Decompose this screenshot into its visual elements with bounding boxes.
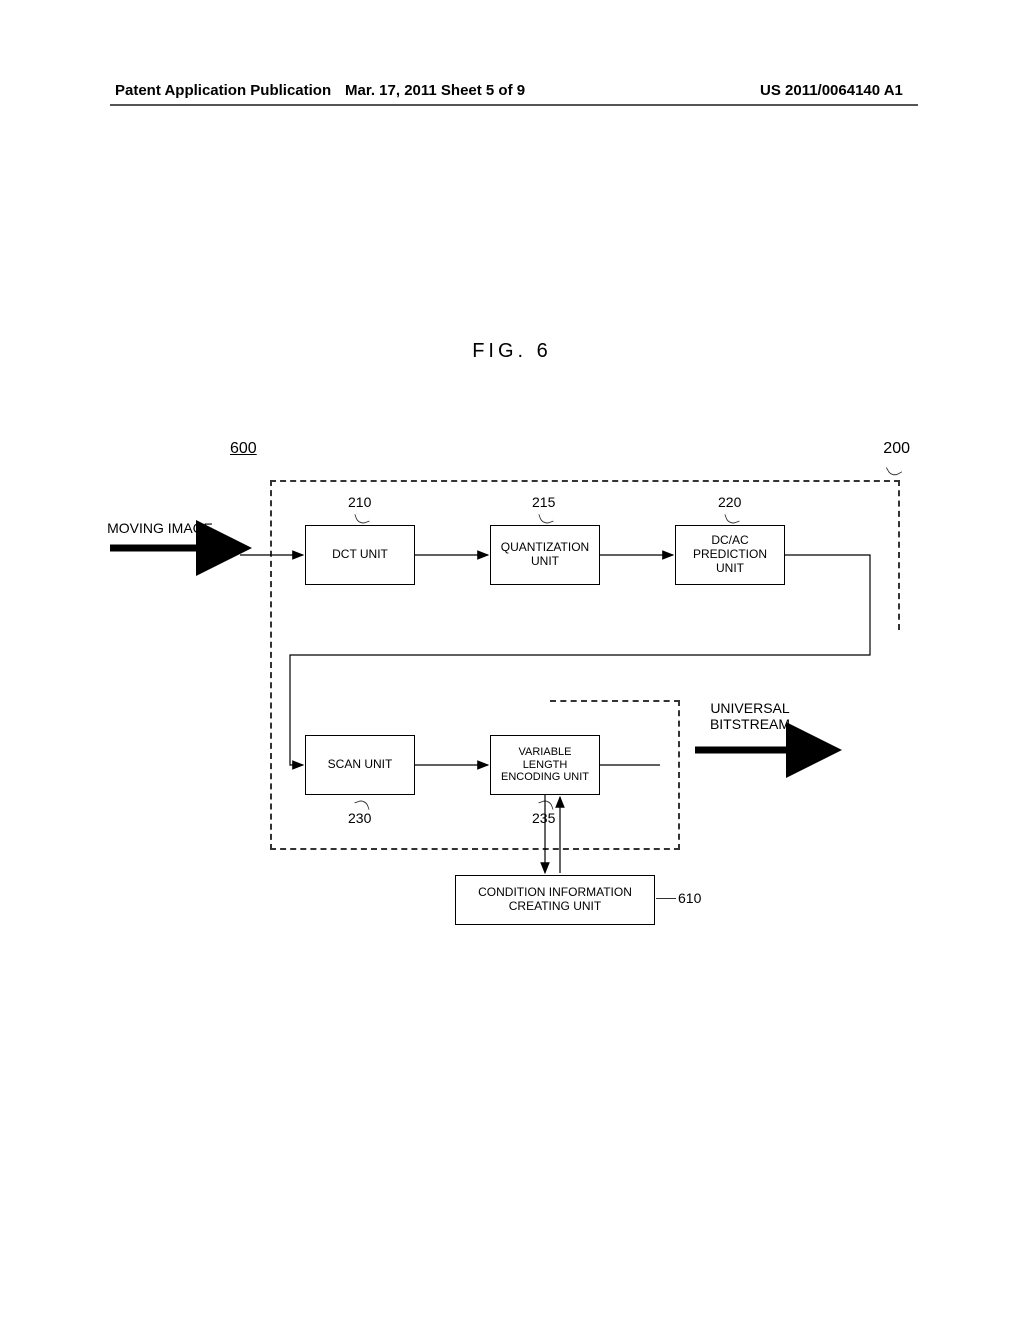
arrows-svg: [100, 440, 920, 940]
figure-title: FIG. 6: [0, 340, 1024, 363]
header-rule: [110, 104, 918, 106]
block-diagram: 600 200 MOVING IMAGE UNIVERSAL BITSTREAM…: [100, 440, 920, 940]
header-patent-pub: Patent Application Publication: [115, 82, 331, 99]
header-pub-number: US 2011/0064140 A1: [760, 82, 903, 99]
header-date-sheet: Mar. 17, 2011 Sheet 5 of 9: [345, 82, 525, 99]
